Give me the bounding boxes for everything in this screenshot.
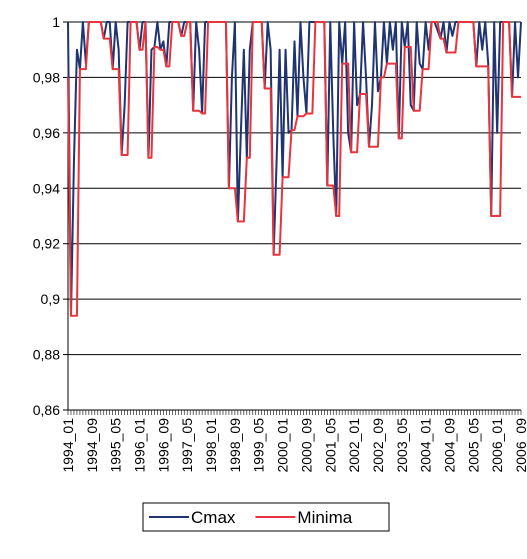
x-tick-label: 2005_05	[465, 418, 481, 473]
x-tick-label: 2006_09	[513, 418, 527, 473]
x-tick-label: 1998_09	[227, 418, 243, 473]
x-tick-label: 2002_09	[370, 418, 386, 473]
x-tick-label: 2002_01	[346, 418, 362, 473]
y-tick-label: 0,98	[33, 69, 60, 85]
y-tick-label: 1	[52, 14, 60, 30]
y-tick-label: 0,96	[33, 125, 60, 141]
y-tick-label: 0,9	[41, 291, 61, 307]
x-tick-label: 2001_05	[322, 418, 338, 473]
series-line	[67, 21, 521, 317]
x-tick-label: 1996_09	[155, 418, 171, 473]
y-tick-label: 0,88	[33, 347, 60, 363]
x-tick-label: 2000_09	[298, 418, 314, 473]
x-tick-label: 1995_05	[108, 418, 124, 473]
x-tick-label: 2004_01	[418, 418, 434, 473]
x-tick-label: 2004_09	[441, 418, 457, 473]
x-tick-label: 1994_01	[60, 418, 76, 473]
x-tick-label: 1994_09	[84, 418, 100, 473]
x-tick-label: 1996_01	[132, 418, 148, 473]
x-tick-label: 1997_05	[179, 418, 195, 473]
x-tick-label: 2006_01	[489, 418, 505, 473]
y-tick-label: 0,92	[33, 236, 60, 252]
series-line	[67, 21, 522, 317]
x-tick-label: 1999_05	[251, 418, 267, 473]
x-tick-label: 1998_01	[203, 418, 219, 473]
y-tick-label: 0,86	[33, 402, 60, 418]
y-tick-label: 0,94	[33, 180, 60, 196]
x-tick-label: 2000_01	[275, 418, 291, 473]
legend-label: Minima	[297, 508, 352, 527]
x-tick-label: 2003_05	[394, 418, 410, 473]
legend-label: Cmax	[191, 508, 236, 527]
